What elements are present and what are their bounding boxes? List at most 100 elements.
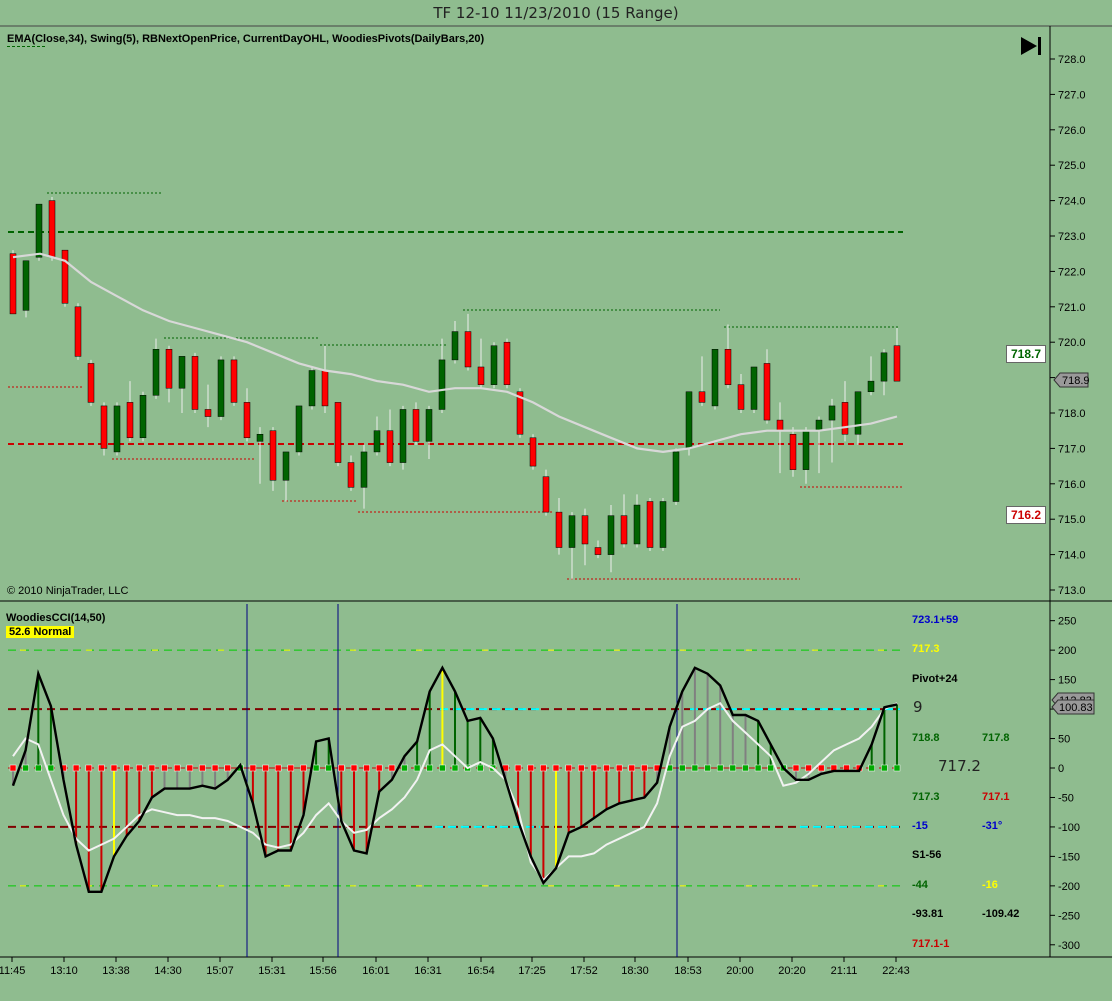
- cci-zero-marker: [704, 764, 711, 772]
- time-axis-label: 20:00: [726, 965, 754, 977]
- price-axis-label: 716.0: [1058, 479, 1086, 491]
- cci-zero-marker: [691, 764, 699, 772]
- candle-body: [243, 402, 251, 439]
- cci-axis-label: 50: [1058, 734, 1070, 746]
- candle-body: [74, 306, 82, 357]
- candle-body: [373, 430, 381, 453]
- candle-body: [360, 451, 368, 488]
- cci-vertical-markers: [246, 604, 678, 957]
- time-axis-label: 15:07: [206, 965, 234, 977]
- cci-zero-marker: [249, 764, 257, 772]
- cci-zero-marker: [199, 764, 206, 772]
- price-axis-label: 724.0: [1058, 196, 1086, 208]
- candle-body: [776, 419, 784, 431]
- candle-body: [490, 345, 498, 385]
- cci-zero-marker: [98, 764, 105, 772]
- candle-body: [9, 253, 17, 315]
- pivot-j: -109.42: [982, 908, 1020, 920]
- price-axis-label: 720.0: [1058, 337, 1086, 349]
- candle-body: [412, 409, 420, 442]
- candle-body: [854, 391, 862, 435]
- pivot-center: 717.2: [938, 757, 981, 775]
- cci-zero-marker: [767, 764, 774, 772]
- cci-axis-label: -200: [1058, 881, 1080, 893]
- price-axis-label: 717.0: [1058, 443, 1086, 455]
- cci-zero-marker: [792, 764, 800, 772]
- cci-zero-marker: [375, 764, 383, 772]
- cci-zero-marker: [388, 764, 396, 772]
- candle-body: [477, 366, 485, 385]
- play-icon: [1021, 37, 1037, 55]
- cci-zero-marker: [72, 764, 80, 772]
- price-axis-label: 723.0: [1058, 231, 1086, 243]
- candle-body: [529, 437, 537, 467]
- cci-zero-marker: [211, 764, 219, 772]
- candle-body: [399, 409, 407, 463]
- lower-price-box: 716.2: [1006, 506, 1047, 524]
- cci-zero-marker: [300, 764, 307, 772]
- pivot-c: 717.3: [912, 791, 940, 803]
- ema-line: [12, 252, 898, 454]
- price-axis-label: 713.0: [1058, 585, 1086, 597]
- candle-body: [555, 511, 563, 548]
- cci-zero-marker: [110, 764, 118, 772]
- time-axis-label: 18:53: [674, 965, 702, 977]
- cci-zero-marker: [426, 764, 433, 772]
- candle-body: [750, 366, 758, 410]
- time-axis-label: 14:30: [154, 965, 182, 977]
- cci-zero-marker: [729, 764, 737, 772]
- cci-zero-marker: [186, 764, 194, 772]
- go-to-end-button[interactable]: [1021, 37, 1041, 55]
- time-axis-label: 22:43: [882, 965, 910, 977]
- cci-zero-marker: [514, 764, 522, 772]
- cci-zero-marker: [615, 764, 623, 772]
- pivot-i: -93.81: [912, 908, 944, 920]
- cci-zero-marker: [590, 764, 598, 772]
- candle-body: [516, 391, 524, 435]
- cci-zero-marker: [85, 764, 93, 772]
- time-axis-label: 16:54: [467, 965, 495, 977]
- candle-body: [568, 515, 576, 548]
- last-price-text: 718.9: [1062, 375, 1090, 387]
- cci-zero-marker: [754, 764, 762, 772]
- candle-body: [659, 501, 667, 548]
- price-axis-label: 725.0: [1058, 160, 1086, 172]
- turbo-cci-line: [12, 701, 898, 882]
- candle-body: [633, 504, 641, 545]
- candle-body: [503, 341, 511, 385]
- cci-zero-marker: [22, 764, 29, 772]
- cci-axis-label: 200: [1058, 645, 1076, 657]
- pivot-a: 718.8: [912, 732, 940, 744]
- candle-body: [737, 384, 745, 410]
- pivot-k: 717.1-1: [912, 938, 950, 950]
- pivot-label: Pivot+24: [912, 673, 958, 685]
- cci-axis-label: -250: [1058, 910, 1080, 922]
- cci-value-text: 100.83: [1059, 702, 1093, 714]
- price-axis-label: 726.0: [1058, 125, 1086, 137]
- candle-body: [542, 476, 550, 513]
- candle-body: [685, 391, 693, 449]
- cci-zero-marker: [628, 764, 636, 772]
- time-axis-label: 18:30: [621, 965, 649, 977]
- cci-zero-marker: [451, 764, 459, 772]
- candle-body: [880, 352, 888, 382]
- cci-zero-marker: [552, 764, 560, 772]
- candle-body: [815, 419, 823, 431]
- candle-body: [100, 405, 108, 449]
- cci-zero-marker: [565, 764, 572, 772]
- candle-body: [191, 356, 199, 410]
- cci-axis-label: -300: [1058, 940, 1080, 952]
- price-reference-lines: [8, 192, 903, 580]
- candle-body: [165, 349, 173, 389]
- candle-body: [438, 359, 446, 410]
- cci-zero-markers: [9, 764, 901, 772]
- candle-body: [48, 200, 56, 258]
- pivot-e: -15: [912, 820, 928, 832]
- candle-body: [763, 363, 771, 421]
- cci-zero-marker: [287, 764, 295, 772]
- cci-zero-marker: [136, 764, 143, 772]
- candle-body: [724, 349, 732, 385]
- price-axis-label: 727.0: [1058, 89, 1086, 101]
- price-indicator-label: EMA(Close,34), Swing(5), RBNextOpenPrice…: [7, 33, 485, 45]
